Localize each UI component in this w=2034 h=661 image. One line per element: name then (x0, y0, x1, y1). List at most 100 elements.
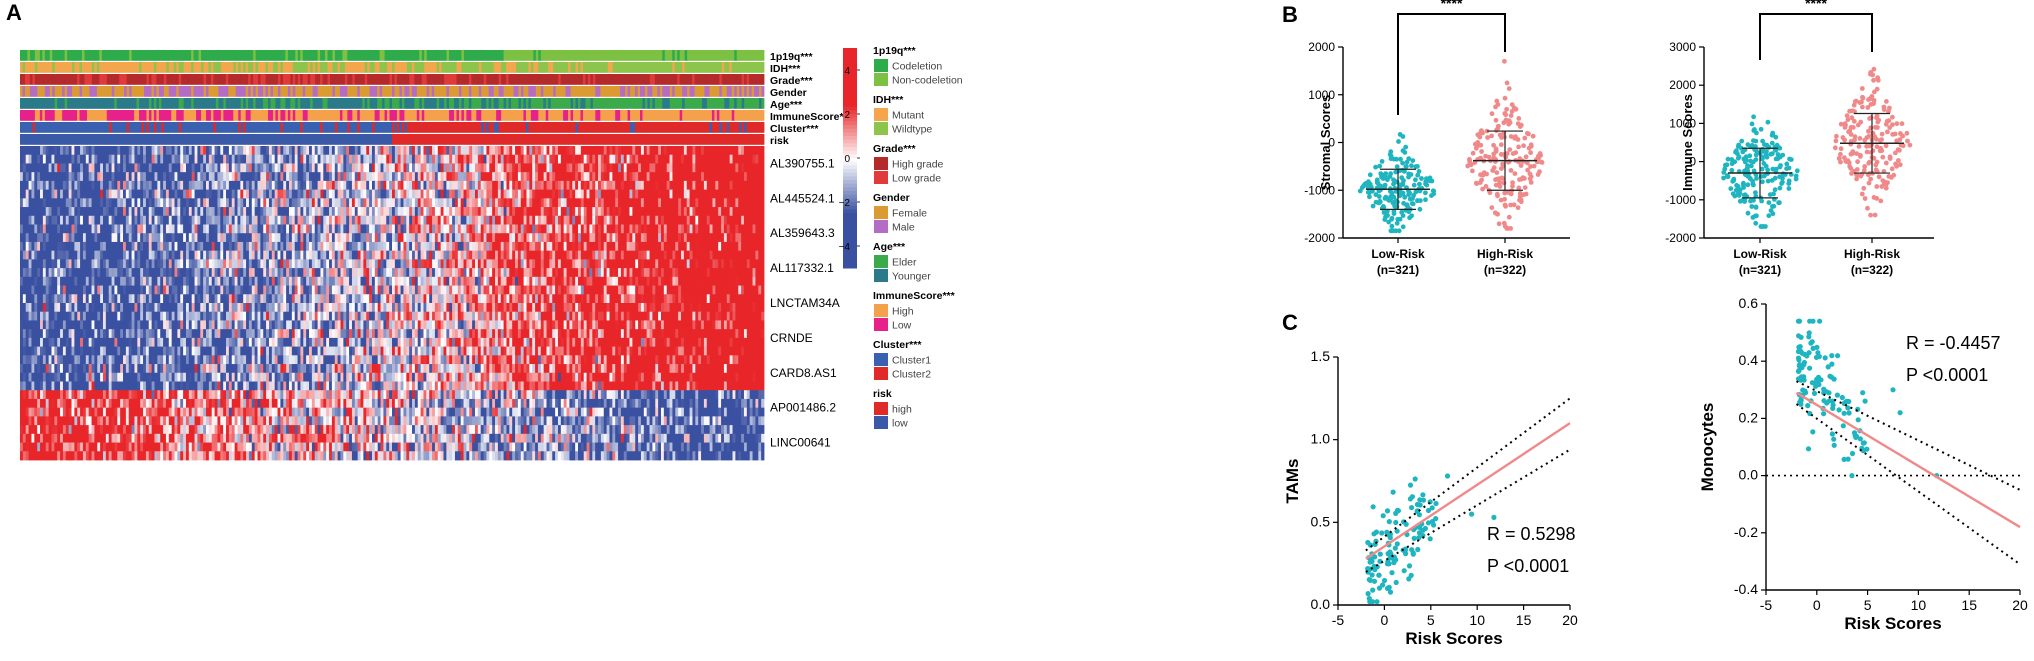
heatmap-cell (669, 163, 673, 173)
annotation-cell (302, 122, 306, 133)
heatmap-cell (615, 215, 619, 225)
heatmap-cell (746, 154, 751, 164)
heatmap-cell (237, 207, 241, 217)
annotation-cell (761, 98, 765, 109)
heatmap-cell (569, 163, 573, 173)
heatmap-cell (497, 198, 502, 208)
annotation-cell (493, 62, 497, 73)
annotation-cell (590, 74, 594, 85)
heatmap-cell (317, 215, 321, 225)
heatmap-cell (495, 207, 499, 217)
heatmap-cell (174, 146, 178, 156)
heatmap-cell (165, 180, 170, 191)
heatmap-cell (140, 180, 144, 191)
heatmap-cell (168, 172, 173, 182)
annotation-cell (126, 110, 130, 121)
heatmap-cell (457, 172, 462, 182)
heatmap-cell (592, 146, 596, 156)
annotation-cell (729, 134, 733, 145)
annotation-cell (337, 110, 341, 121)
heatmap-cell (194, 224, 198, 234)
heatmap-cell (271, 163, 276, 173)
heatmap-cell (54, 146, 58, 156)
heatmap-cell (97, 215, 101, 225)
heatmap-cell (323, 154, 327, 164)
annotation-cell (158, 74, 162, 85)
annotation-cell (444, 86, 447, 97)
annotation-cell (265, 50, 269, 61)
annotation-cell (213, 122, 217, 133)
annotation-cell (563, 98, 566, 109)
annotation-cell (369, 50, 373, 61)
heatmap-cell (91, 189, 95, 199)
annotation-cell (121, 62, 125, 73)
heatmap-cell (761, 189, 765, 199)
annotation-cell (124, 110, 128, 121)
annotation-cell (64, 74, 68, 85)
heatmap-cell (226, 198, 230, 208)
annotation-cell (49, 86, 53, 97)
annotation-cell (121, 86, 125, 97)
heatmap-cell (231, 215, 236, 225)
annotation-cell (516, 110, 519, 121)
annotation-cell (714, 110, 718, 121)
heatmap-cell (346, 172, 350, 182)
annotation-cell (702, 86, 705, 97)
heatmap-cell (663, 146, 668, 156)
heatmap-cell (546, 154, 550, 164)
heatmap-cell (206, 180, 210, 191)
annotation-cell (258, 86, 261, 97)
annotation-cell (67, 134, 70, 145)
heatmap-cell (45, 198, 50, 208)
heatmap-cell (403, 163, 407, 173)
annotation-cell (550, 62, 554, 73)
annotation-cell (702, 134, 705, 145)
heatmap-cell (226, 146, 230, 156)
annotation-cell (392, 50, 395, 61)
annotation-cell (615, 62, 619, 73)
annotation-cell (263, 74, 266, 85)
heatmap-cell (68, 198, 72, 208)
annotation-cell (342, 50, 346, 61)
annotation-cell (389, 62, 393, 73)
annotation-cell (37, 50, 41, 61)
heatmap-cell (646, 207, 650, 217)
annotation-cell (558, 62, 562, 73)
annotation-cell (471, 50, 475, 61)
annotation-cell (384, 62, 388, 73)
heatmap-cell (712, 180, 716, 191)
annotation-cell (449, 62, 452, 73)
heatmap-cell (354, 154, 359, 164)
heatmap-cell (317, 207, 321, 217)
annotation-cell (121, 110, 125, 121)
annotation-cell (111, 62, 115, 73)
heatmap-cell (331, 154, 336, 164)
heatmap-cell (82, 172, 87, 182)
annotation-cell (243, 110, 247, 121)
heatmap-cell (583, 207, 587, 217)
annotation-cell (141, 86, 145, 97)
annotation-cell (243, 50, 247, 61)
heatmap-cell (615, 172, 619, 182)
annotation-cell (310, 86, 314, 97)
heatmap-cell (137, 163, 141, 173)
annotation-cell (275, 110, 279, 121)
heatmap-cell (703, 146, 708, 156)
annotation-cell (253, 74, 256, 85)
heatmap-cell (314, 189, 318, 199)
annotation-cell (657, 62, 661, 73)
heatmap-cell (752, 163, 756, 173)
annotation-cell (508, 122, 512, 133)
heatmap-cell (701, 198, 705, 208)
heatmap-cell (277, 189, 281, 199)
heatmap-cell (77, 180, 81, 191)
heatmap-cell (403, 189, 407, 199)
annotation-cell (59, 62, 63, 73)
annotation-cell (553, 110, 557, 121)
heatmap-cell (51, 146, 55, 156)
heatmap-cell (394, 172, 399, 182)
annotation-cell (476, 62, 480, 73)
annotation-cell (392, 110, 395, 121)
heatmap-cell (434, 207, 439, 217)
heatmap-cell (432, 207, 436, 217)
